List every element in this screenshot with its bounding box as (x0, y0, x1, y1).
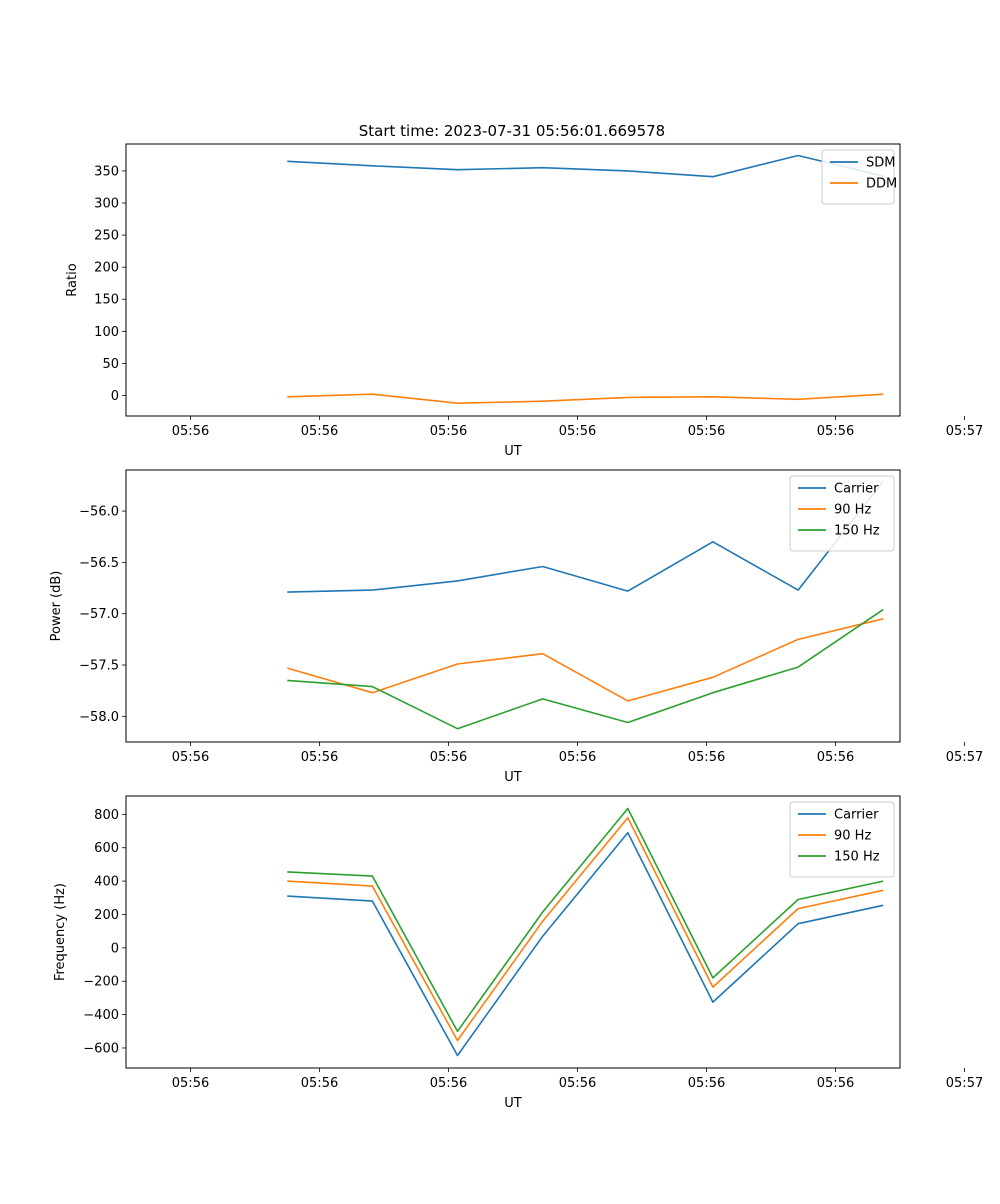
x-tick-label: 05:56 (817, 1076, 854, 1091)
x-tick-label: 05:56 (172, 750, 209, 765)
legend-label: 90 Hz (834, 503, 871, 518)
y-tick-label: 400 (94, 875, 119, 890)
x-tick-label: 05:56 (688, 1076, 725, 1091)
y-axis-label: Ratio (65, 263, 80, 296)
y-tick-label: 250 (94, 229, 119, 244)
y-tick-label: −58.0 (79, 710, 119, 725)
legend: Carrier 90 Hz 150 Hz (790, 476, 894, 551)
legend: SDM DDM (822, 150, 897, 204)
x-tick-label: 05:57 (946, 750, 983, 765)
y-tick-label: 800 (94, 808, 119, 823)
x-tick-label: 05:56 (817, 750, 854, 765)
y-tick-label: −56.5 (79, 556, 119, 571)
legend-label: SDM (866, 156, 895, 171)
legend-label: 150 Hz (834, 524, 880, 539)
y-tick-label: 0 (111, 941, 119, 956)
x-tick-label: 05:56 (559, 750, 596, 765)
y-axis-label: Power (dB) (49, 571, 64, 642)
y-tick-label: −200 (83, 975, 119, 990)
x-tick-label: 05:57 (946, 1076, 983, 1091)
figure-title: Start time: 2023-07-31 05:56:01.669578 (359, 122, 665, 140)
y-tick-label: 50 (102, 357, 119, 372)
y-tick-label: 200 (94, 908, 119, 923)
figure: Start time: 2023-07-31 05:56:01.669578 0… (0, 0, 1000, 1200)
y-axis-label: Frequency (Hz) (53, 883, 68, 981)
x-tick-label: 05:56 (172, 1076, 209, 1091)
x-tick-label: 05:56 (688, 424, 725, 439)
x-tick-label: 05:56 (301, 424, 338, 439)
legend-label: 150 Hz (834, 850, 880, 865)
x-tick-label: 05:56 (172, 424, 209, 439)
y-tick-label: −57.5 (79, 659, 119, 674)
legend: Carrier 90 Hz 150 Hz (790, 802, 894, 877)
x-tick-label: 05:56 (301, 750, 338, 765)
x-tick-label: 05:56 (430, 424, 467, 439)
x-axis-label: UT (504, 444, 522, 459)
y-tick-label: 150 (94, 293, 119, 308)
x-tick-label: 05:56 (688, 750, 725, 765)
x-tick-label: 05:56 (559, 424, 596, 439)
y-tick-label: 0 (111, 389, 119, 404)
x-tick-label: 05:56 (559, 1076, 596, 1091)
legend-label: DDM (866, 177, 897, 192)
legend-label: Carrier (834, 482, 879, 497)
x-tick-label: 05:57 (946, 424, 983, 439)
y-tick-label: −57.0 (79, 607, 119, 622)
x-tick-label: 05:56 (430, 750, 467, 765)
y-tick-label: 300 (94, 197, 119, 212)
x-tick-label: 05:56 (430, 1076, 467, 1091)
legend-label: Carrier (834, 808, 879, 823)
y-tick-label: −400 (83, 1008, 119, 1023)
legend-label: 90 Hz (834, 829, 871, 844)
x-axis-label: UT (504, 770, 522, 785)
y-tick-label: 350 (94, 164, 119, 179)
x-axis-label: UT (504, 1096, 522, 1111)
y-tick-label: 600 (94, 841, 119, 856)
y-tick-label: −56.0 (79, 505, 119, 520)
y-tick-label: 100 (94, 325, 119, 340)
y-tick-label: −600 (83, 1041, 119, 1056)
x-tick-label: 05:56 (817, 424, 854, 439)
y-tick-label: 200 (94, 261, 119, 276)
x-tick-label: 05:56 (301, 1076, 338, 1091)
